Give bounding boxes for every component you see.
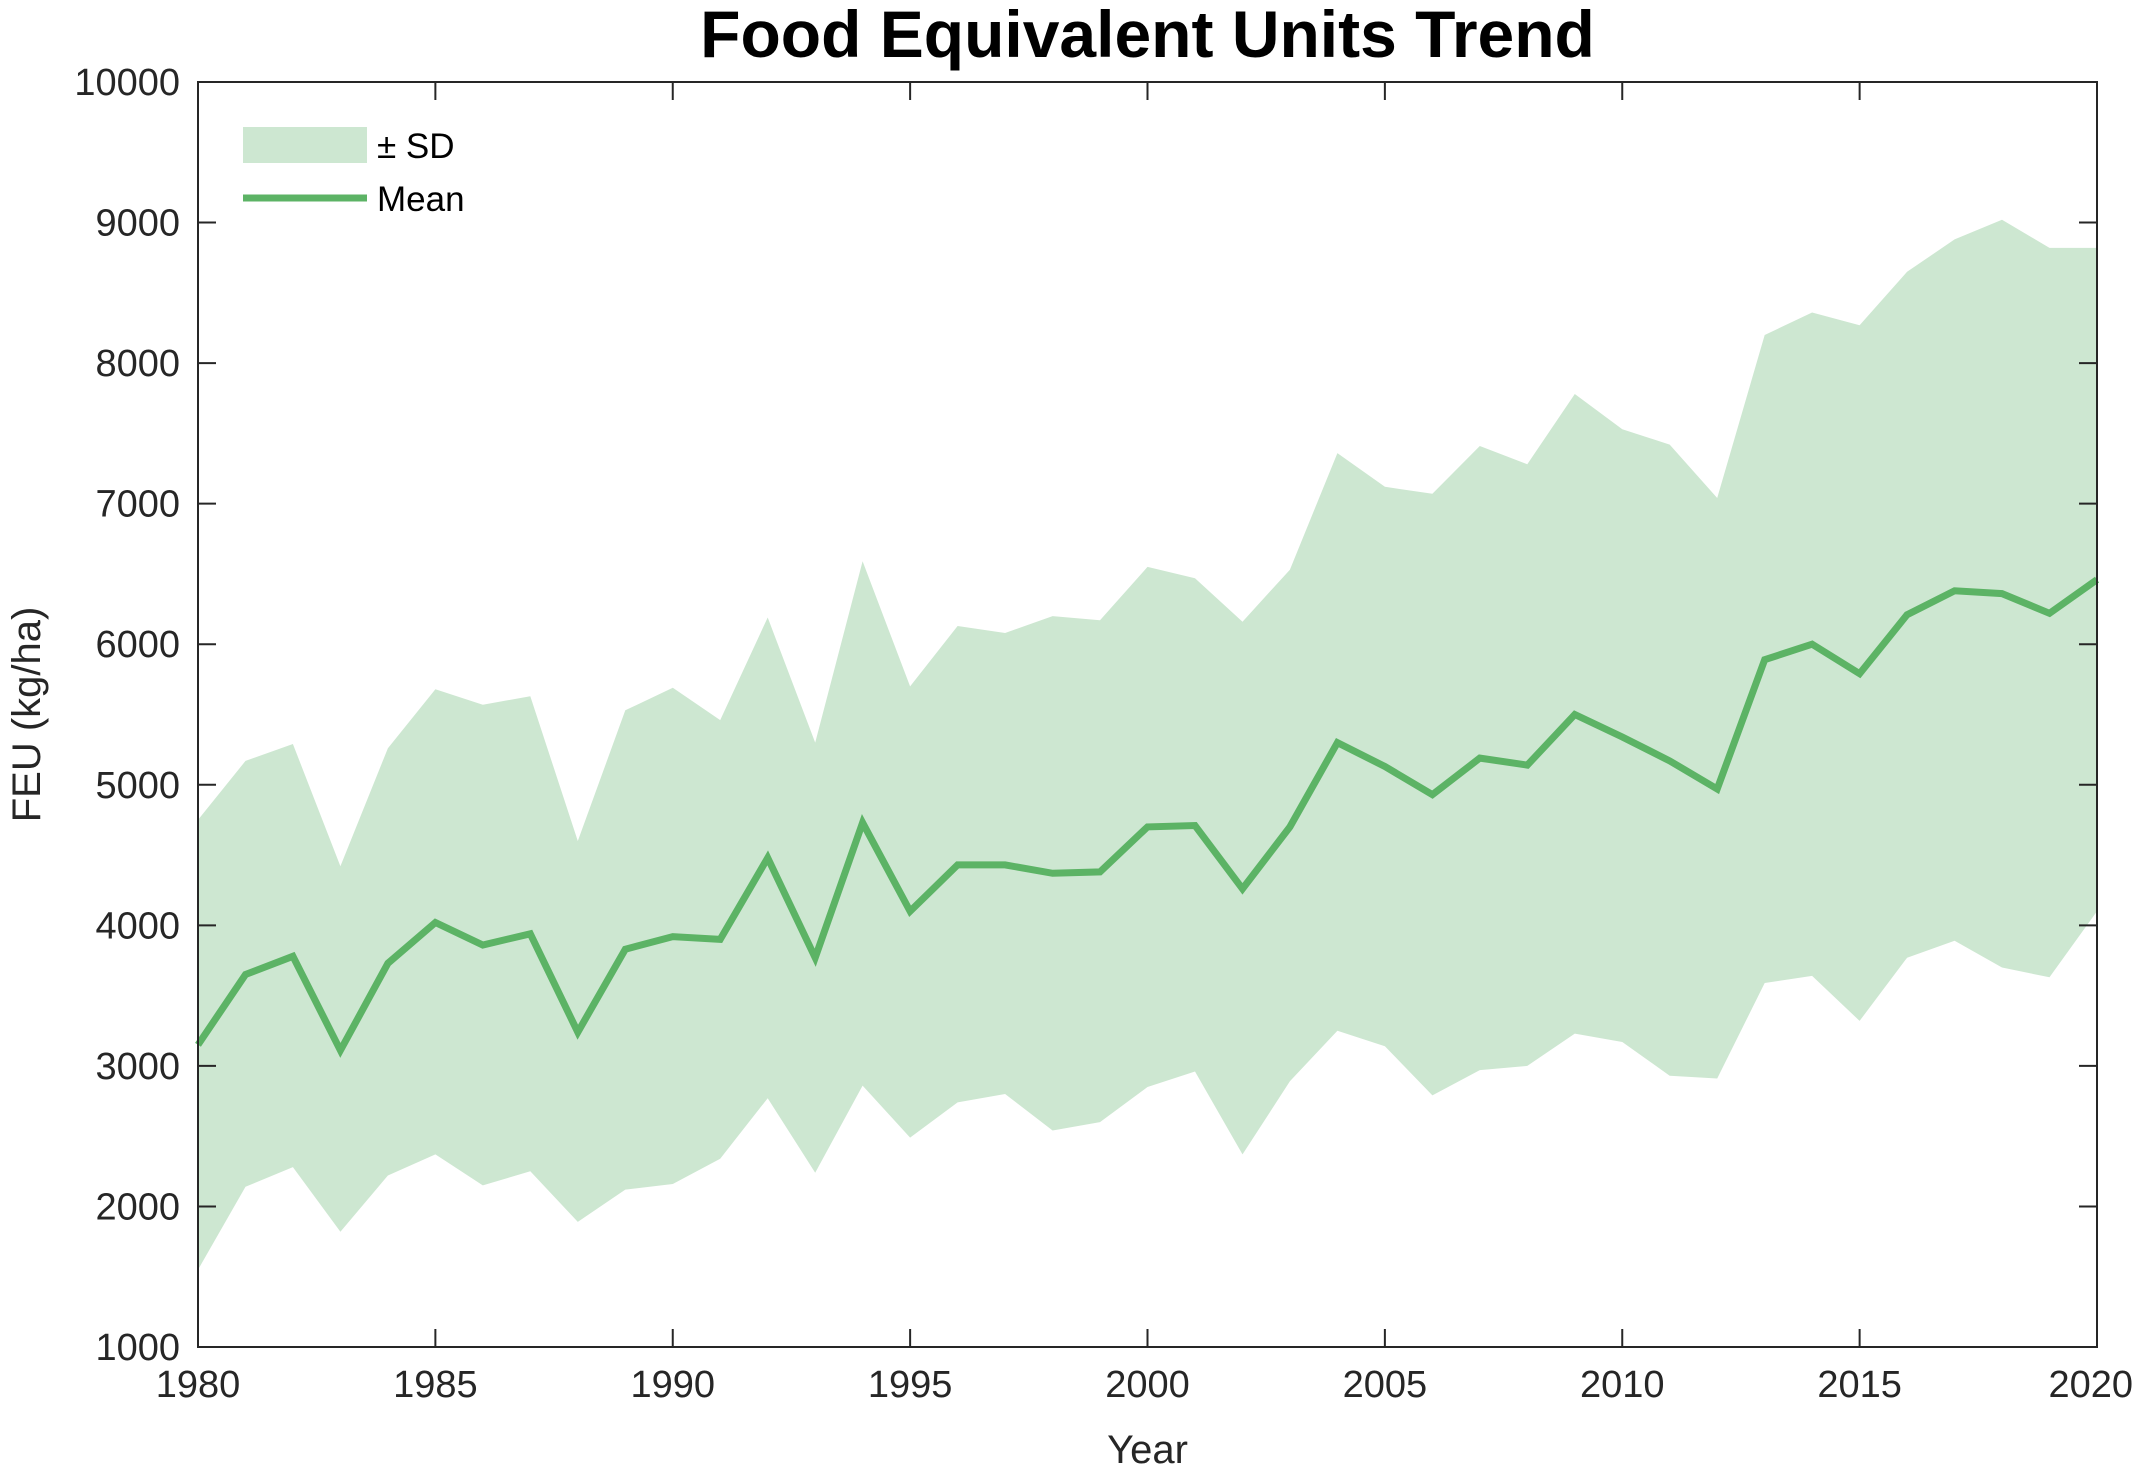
y-axis-ticks: 1000 2000 3000 4000 5000 6000 7000 8000 9000 1000… xyxy=(74,62,2097,1369)
y-tick-label: 8000 xyxy=(95,343,180,385)
y-tick-label: 7000 xyxy=(95,484,180,526)
y-tick-label: 3000 xyxy=(95,1046,180,1088)
y-tick-label: 1000 xyxy=(95,1327,180,1369)
y-tick-label: 9000 xyxy=(95,203,180,245)
y-tick-label: 4000 xyxy=(95,905,180,947)
y-tick-label: 5000 xyxy=(95,765,180,807)
x-tick-label: 1990 xyxy=(630,1364,715,1406)
mean-line-layer xyxy=(195,576,2100,1058)
x-axis-label: Year xyxy=(1107,1428,1188,1472)
sd-band-area xyxy=(198,219,2097,1270)
x-tick-label: 2005 xyxy=(1343,1364,1428,1406)
y-tick-label: 2000 xyxy=(95,1186,180,1228)
x-tick-label: 1995 xyxy=(868,1364,953,1406)
y-axis-label: FEU (kg/ha) xyxy=(5,607,49,823)
y-tick-label: 6000 xyxy=(95,624,180,666)
x-tick-label: 2020 xyxy=(2048,1364,2133,1406)
sd-band-layer xyxy=(198,219,2097,1270)
legend: ± SD Mean xyxy=(243,127,465,219)
y-tick-label: 10000 xyxy=(74,62,180,104)
legend-sd-label: ± SD xyxy=(377,127,455,166)
x-tick-label: 1980 xyxy=(156,1364,241,1406)
mean-series-line xyxy=(195,576,2100,1058)
legend-sd-swatch xyxy=(243,127,367,163)
x-axis-ticks: 1980 1985 1990 1995 2000 2005 2010 2015 2020 xyxy=(156,82,2133,1406)
x-tick-label: 2000 xyxy=(1105,1364,1190,1406)
x-tick-label: 1985 xyxy=(393,1364,478,1406)
legend-mean-label: Mean xyxy=(377,180,465,219)
x-tick-label: 2010 xyxy=(1580,1364,1665,1406)
chart-title: Food Equivalent Units Trend xyxy=(700,0,1595,71)
x-tick-label: 2015 xyxy=(1817,1364,1902,1406)
